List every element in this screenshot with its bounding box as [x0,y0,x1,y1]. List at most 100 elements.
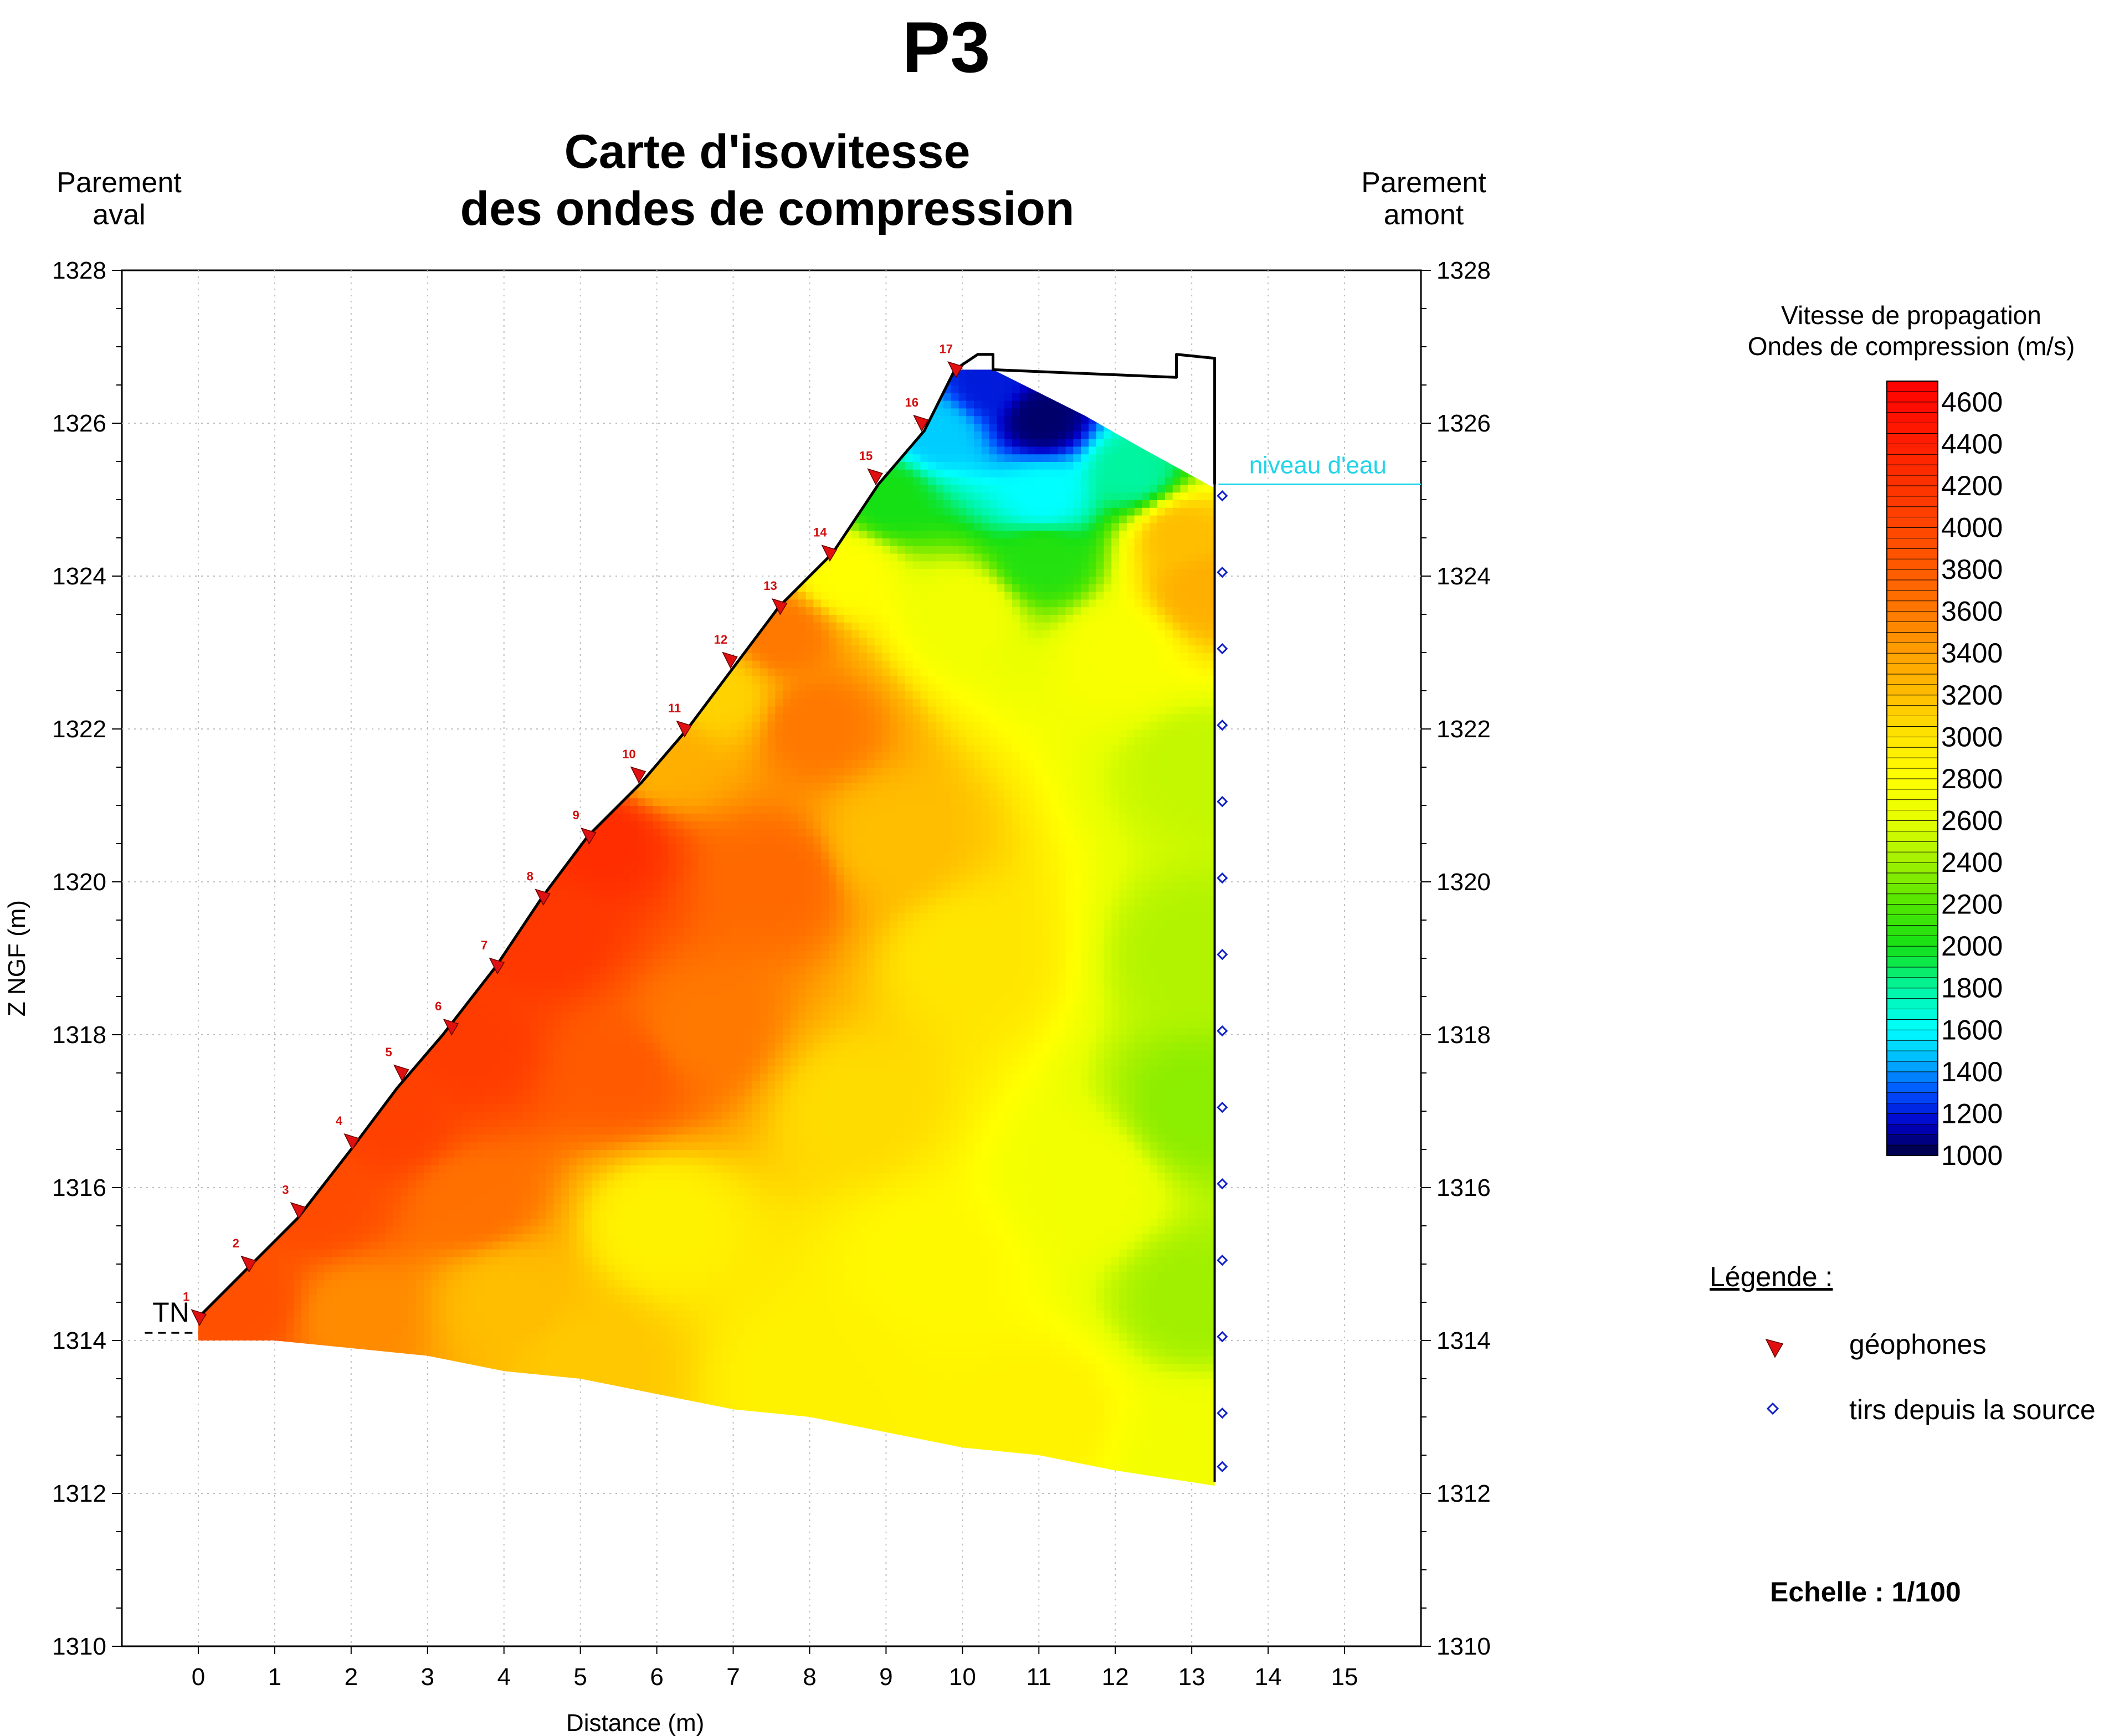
field-cell [233,1073,241,1081]
field-cell [393,859,402,867]
field-cell [294,1065,302,1074]
field-cell [255,1195,264,1204]
field-cell [263,1096,271,1105]
field-cell [301,1333,310,1341]
field-cell [271,637,279,646]
field-cell [209,798,218,806]
field-cell [362,1363,371,1372]
field-cell [393,1379,402,1387]
field-cell [225,866,233,875]
field-cell [355,507,363,516]
field-cell [240,400,249,409]
field-cell [294,1440,302,1449]
field-cell [355,905,363,913]
field-cell [408,522,417,531]
field-cell [408,1019,417,1028]
field-cell [278,889,287,898]
field-cell [301,889,310,898]
field-cell [408,1226,417,1234]
field-cell [416,637,424,646]
field-cell [217,767,226,775]
field-cell [301,576,310,584]
field-cell [378,951,386,959]
field-cell [255,507,264,516]
field-cell [301,958,310,967]
field-cell [416,461,424,470]
field-cell [385,859,394,867]
field-cell [378,851,386,860]
field-cell [316,385,325,393]
field-cell [378,446,386,455]
field-cell [370,469,379,477]
field-cell [370,820,379,829]
field-cell [301,660,310,669]
field-cell [355,1355,363,1364]
field-cell [408,1111,417,1119]
field-cell [309,1455,317,1463]
field-cell [286,484,295,493]
field-cell [332,500,341,508]
field-cell [301,866,310,875]
field-cell [385,645,394,653]
y-tick-label-right: 1316 [1436,1174,1491,1201]
field-cell [431,721,440,730]
field-cell [209,965,218,974]
field-cell [301,752,310,761]
field-cell [316,859,325,867]
field-cell [225,965,233,974]
field-cell [431,1333,440,1341]
field-cell [233,645,241,653]
field-cell [316,1172,325,1181]
field-cell [233,859,241,867]
field-cell [209,935,218,944]
y-tick-label-right: 1328 [1436,257,1491,284]
y-tick-label-left: 1328 [52,257,106,284]
field-cell [423,889,432,898]
field-cell [355,622,363,630]
field-cell [378,369,386,378]
field-cell [217,813,226,821]
field-cell [316,553,325,562]
field-cell [209,752,218,761]
field-cell [286,538,295,546]
field-cell [202,1050,211,1059]
field-cell [286,1478,295,1486]
field-cell [401,438,409,447]
field-cell [385,1149,394,1158]
field-cell [401,1042,409,1051]
field-cell [332,1019,341,1028]
field-cell [240,538,249,546]
field-cell [240,1325,249,1334]
field-cell [393,989,402,997]
field-cell [355,1348,363,1357]
field-cell [332,583,341,592]
field-cell [263,637,271,646]
field-cell [423,1371,432,1379]
field-cell [385,507,394,516]
field-cell [378,629,386,638]
field-cell [294,629,302,638]
field-cell [225,1142,233,1150]
field-cell [431,1103,440,1112]
field-cell [324,1233,333,1242]
field-cell [385,973,394,982]
field-cell [294,1271,302,1280]
field-cell [370,1386,379,1395]
field-cell [393,1111,402,1119]
field-cell [340,377,348,386]
field-cell [340,889,348,898]
field-cell [332,782,341,791]
field-cell [271,920,279,928]
field-cell [255,1279,264,1288]
field-cell [217,438,226,447]
field-cell [355,1111,363,1119]
field-cell [378,1424,386,1433]
field-cell [393,965,402,974]
field-cell [217,607,226,615]
field-cell [316,1142,325,1150]
field-cell [378,522,386,531]
field-cell [240,1157,249,1165]
field-cell [385,958,394,967]
field-cell [316,1371,325,1379]
field-cell [401,476,409,485]
